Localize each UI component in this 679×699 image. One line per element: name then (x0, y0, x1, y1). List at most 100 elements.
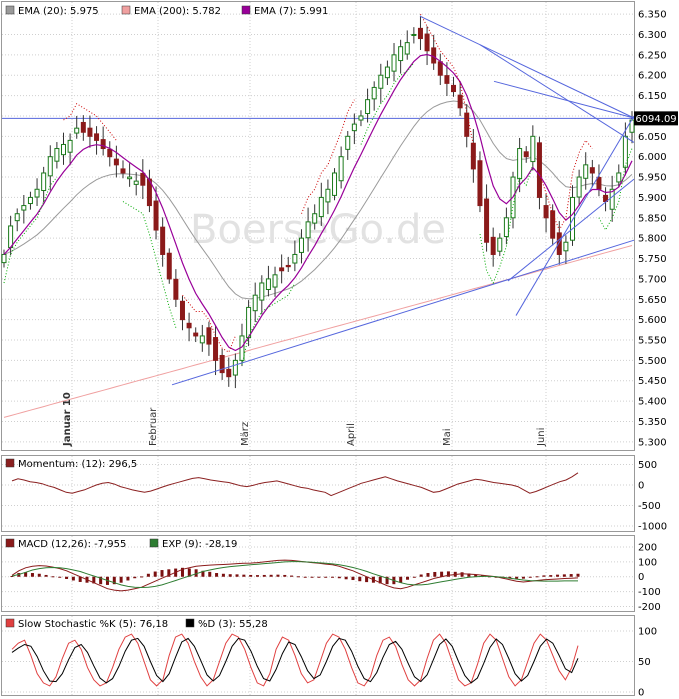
candle-body (338, 156, 344, 182)
macd-grid (71, 536, 547, 611)
candle-body (179, 300, 185, 321)
exp-swatch (149, 538, 159, 548)
momentum-axis: 500 0 -500 -1000 (638, 460, 667, 532)
price-tick-label: 5.950 (638, 173, 667, 184)
macd-histogram-bar (310, 576, 314, 578)
momentum-series (2, 463, 634, 527)
candle-body (318, 196, 324, 218)
candle-body (41, 172, 47, 192)
candle-body (543, 205, 549, 219)
candle-body (67, 139, 73, 153)
sar-dots (301, 99, 355, 214)
subpanel-tick-label: 0 (638, 480, 644, 491)
candle-body (199, 335, 205, 344)
macd-histogram-bar (262, 574, 266, 577)
price-grid (2, 2, 634, 450)
candle-body (107, 148, 113, 158)
price-tick-label: 5.550 (638, 336, 667, 347)
candle-body (34, 188, 40, 198)
candle-body (424, 33, 430, 52)
candle-body (351, 123, 357, 132)
candle-body (279, 267, 285, 272)
macd-histogram-bar (337, 576, 341, 579)
candle-body (226, 368, 232, 378)
candle-body (384, 66, 390, 79)
macd-histogram-bar (51, 576, 55, 578)
macd-histogram-bar (10, 576, 14, 577)
candle-body (206, 327, 212, 345)
candle-body (87, 127, 93, 137)
macd-histogram-bar (385, 576, 389, 585)
macd-histogram-bar (235, 574, 239, 577)
candle-body (411, 33, 417, 36)
sar-dots (598, 148, 633, 232)
candle-body (113, 158, 119, 166)
upper-trendline-3 (493, 80, 635, 119)
macd-histogram-bar (249, 574, 253, 577)
candle-body (484, 198, 490, 243)
exp-legend-label: EXP (9): -28,19 (162, 539, 237, 550)
macd-histogram-bar (365, 576, 369, 583)
macd-histogram-bar (208, 571, 212, 577)
candle-body (186, 322, 192, 329)
macd-histogram-bar (242, 574, 246, 577)
support-trendline (171, 239, 635, 386)
steep-trendline (515, 115, 635, 316)
stoch-grid (71, 616, 547, 695)
candle-body (94, 133, 100, 141)
macd-histogram-bar (44, 574, 48, 577)
candle-body (497, 237, 503, 252)
momentum-swatch (5, 458, 15, 468)
stoch-k-legend-label: Slow Stochastic %K (5): 76,18 (18, 619, 168, 630)
macd-histogram-bar (99, 576, 103, 585)
price-tick-label: 5.750 (638, 254, 667, 265)
month-label: April (346, 423, 357, 446)
candle-body (371, 86, 377, 100)
candle-body (120, 168, 126, 174)
price-tick-label: 5.600 (638, 315, 667, 326)
subpanel-tick-label: -100 (638, 587, 661, 598)
month-label: März (240, 422, 251, 446)
macd-histogram-bar (215, 573, 219, 577)
candle-body (398, 46, 404, 62)
candle-body (563, 241, 569, 252)
price-legend: EMA (20): 5.975 EMA (200): 5.782 EMA (7)… (5, 5, 328, 17)
macd-histogram-bar (296, 576, 300, 578)
macd-axis: 200 100 0 -100 -200 (638, 542, 661, 613)
macd-histogram-bar (556, 574, 560, 577)
candle-body (146, 178, 152, 207)
candle-body (437, 61, 443, 76)
macd-histogram-bar (194, 569, 198, 577)
macd-legend: MACD (12,26): -7,955 EXP (9): -28,19 (5, 538, 237, 550)
price-tick-label: 5.700 (638, 274, 667, 285)
candle-body (166, 252, 172, 280)
macd-histogram-bar (317, 576, 321, 578)
candle-body (325, 188, 331, 203)
macd-signal-line (11, 561, 578, 589)
candle-body (622, 135, 628, 168)
price-tick-label: 6.200 (638, 71, 667, 82)
candle-body (404, 42, 410, 55)
macd-histogram-bar (255, 575, 259, 577)
candle-body (298, 237, 304, 253)
macd-histogram-bar (433, 571, 437, 577)
candle-body (133, 180, 139, 185)
candle-body (60, 143, 66, 156)
macd-histogram-bar (358, 576, 362, 582)
macd-histogram-bar (440, 571, 444, 577)
candle-body (517, 148, 523, 180)
price-tick-label: 6.000 (638, 152, 667, 163)
macd-histogram-bar (521, 576, 525, 579)
subpanel-tick-label: 50 (638, 657, 651, 668)
stoch-k-swatch (5, 618, 15, 628)
price-tick-label: 5.850 (638, 213, 667, 224)
candle-body (21, 205, 27, 211)
candle-body (477, 160, 483, 207)
subpanel-tick-label: 0 (638, 688, 644, 699)
candle-body (74, 127, 80, 134)
candle-body (556, 232, 562, 255)
price-tick-label: 5.800 (638, 234, 667, 245)
candle-body (153, 200, 159, 231)
macd-legend-label: MACD (12,26): -7,955 (18, 539, 126, 550)
macd-histogram-bar (24, 572, 28, 577)
